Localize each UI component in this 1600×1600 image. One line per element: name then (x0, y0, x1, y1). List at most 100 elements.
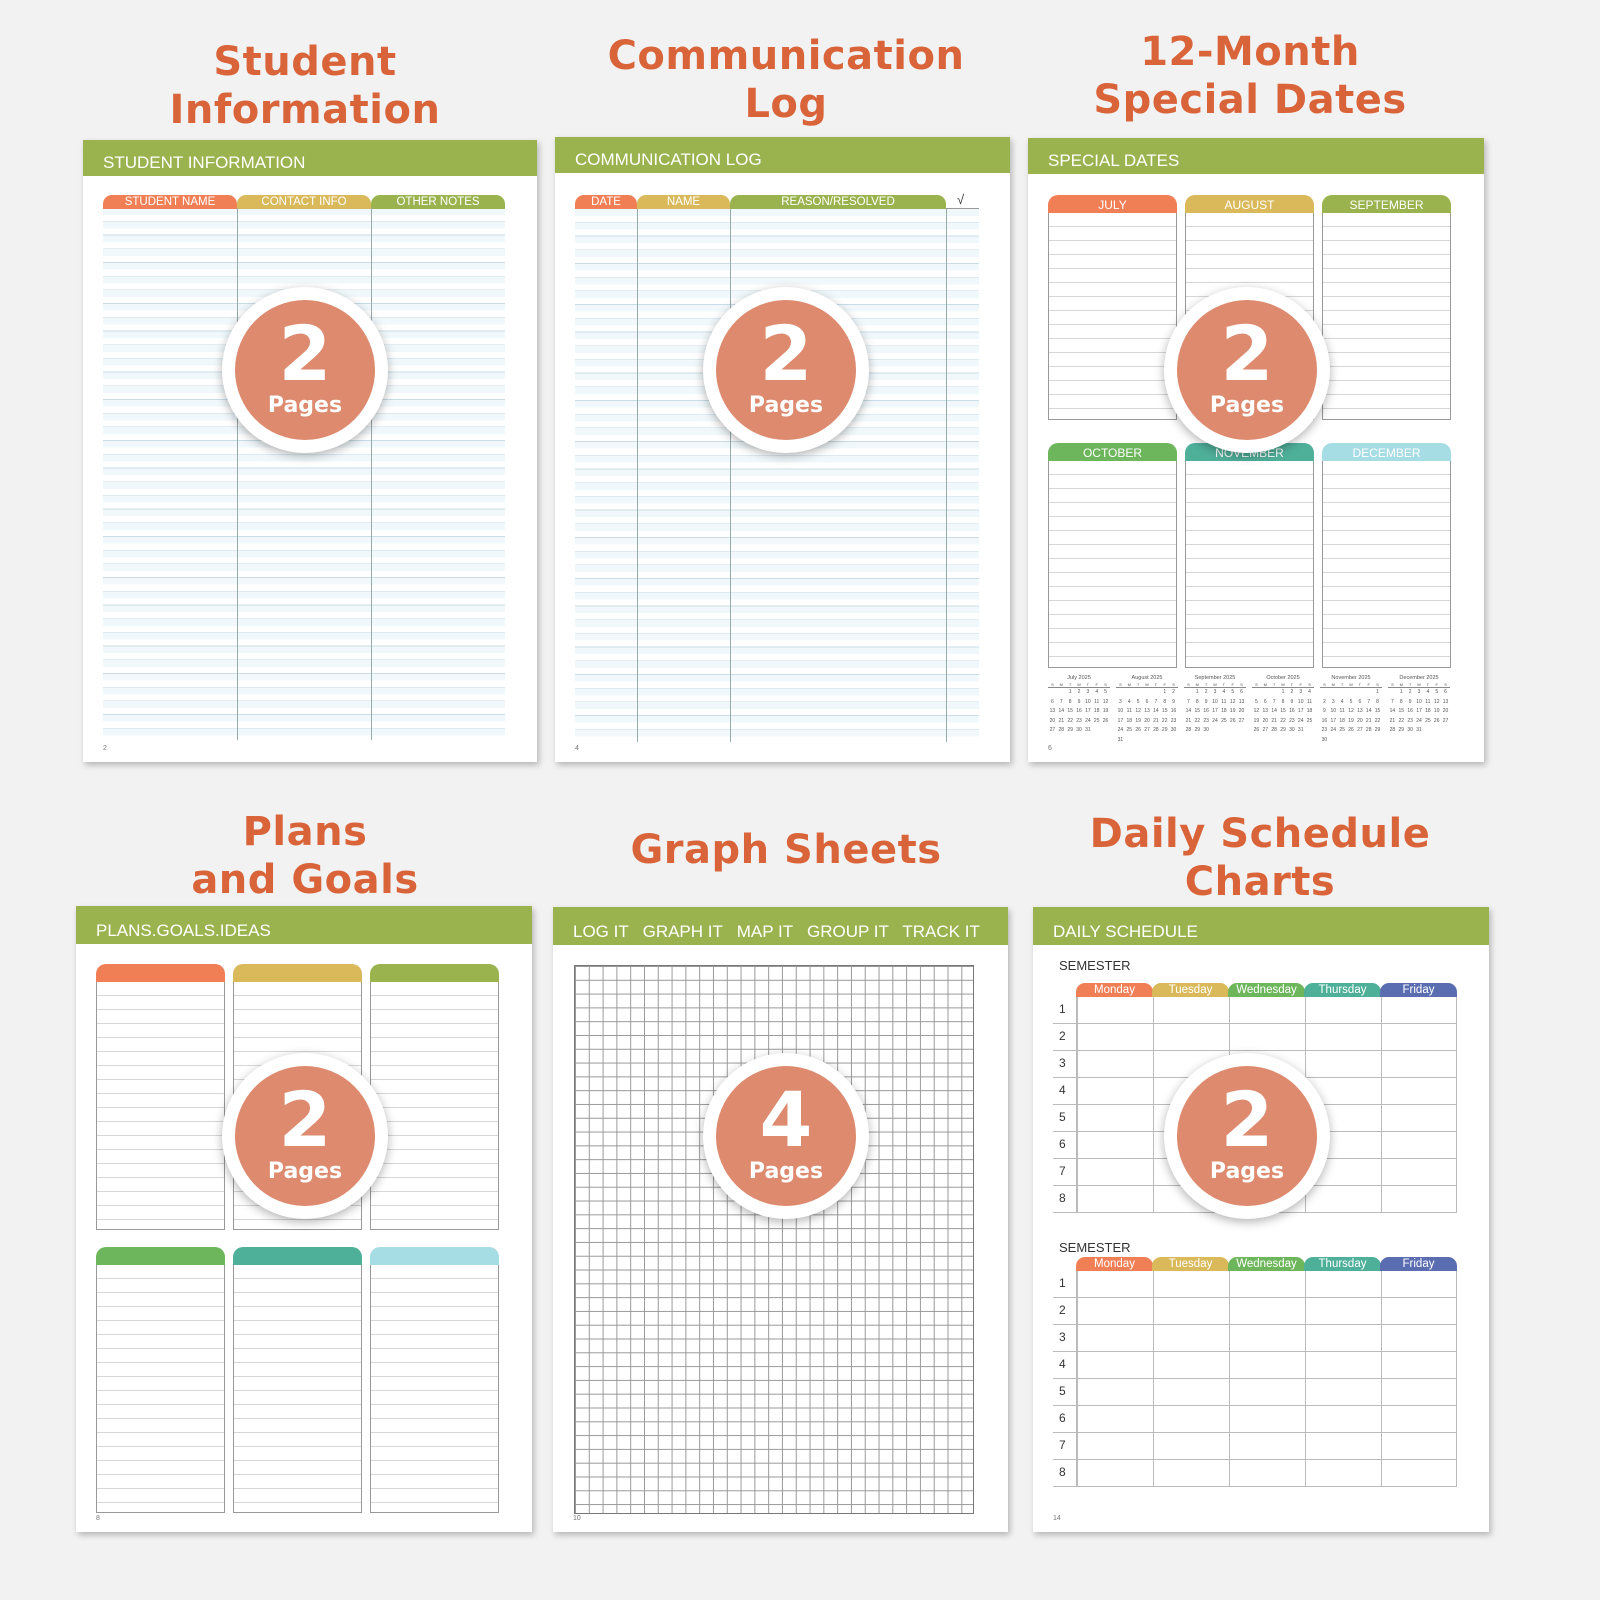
column-divider (637, 209, 638, 742)
period-number: 3 (1059, 1056, 1066, 1070)
day-number: 14 (1185, 708, 1192, 714)
column-divider (237, 208, 238, 740)
badge-circle: 2 Pages (235, 300, 375, 440)
page-preview: STUDENT INFORMATION 2 STUDENT NAME CONTACT … (83, 140, 537, 762)
day-number: 5 (1435, 689, 1439, 695)
weekday-letter: S (1104, 682, 1107, 687)
day-number: 6 (1444, 689, 1447, 695)
day-number: 6 (1358, 698, 1362, 705)
day-number: 17 (1085, 708, 1091, 714)
notes-box-tab (96, 964, 225, 982)
mini-calendar-title: October 2025 (1266, 675, 1300, 681)
badge-circle: 4 Pages (716, 1066, 856, 1206)
empty-day (1320, 688, 1329, 698)
mini-calendar: November 2025 S M T W T F S 1 2 3 4 5 6 7 8 9 10 11 12 13 14 1… (1320, 675, 1382, 745)
day-number: 7 (1391, 698, 1394, 705)
day-number: 4 (1127, 698, 1131, 705)
day-number: 25 (1425, 717, 1431, 724)
day-grid: 1 2 3 4 5 6 7 8 9 10 11 12 13 14 15 16 17 18 19 20 21 22 23 24 2… (1048, 688, 1110, 736)
day-number: 19 (1135, 717, 1141, 724)
day-number: 12 (1348, 708, 1354, 714)
page-count-badge: 2 Pages (1164, 287, 1330, 453)
weekday-letter: M (1127, 682, 1131, 687)
page-header: PLANS.GOALS.IDEAS (76, 906, 532, 944)
section-title: Graph Sheets (556, 826, 1016, 874)
notes-box (96, 1247, 225, 1513)
notes-box (233, 1247, 362, 1513)
mini-calendar: September 2025 S M T W T F S 1 2 3 4 5 6 7 8 9 10 11 12 13 14… (1184, 675, 1246, 736)
day-number: 7 (1272, 698, 1276, 705)
day-number: 5 (1104, 689, 1107, 695)
page-count-label: Pages (748, 1159, 824, 1184)
day-number: 27 (1049, 727, 1056, 733)
page-number: 2 (103, 745, 107, 752)
empty-day (1270, 688, 1279, 698)
day-number: 13 (1357, 708, 1363, 714)
page-header: DAILY SCHEDULE (1033, 907, 1489, 945)
day-number: 15 (1161, 708, 1168, 714)
period-column (1053, 1271, 1076, 1487)
day-number: 28 (1365, 727, 1372, 733)
day-number: 29 (1161, 727, 1168, 733)
day-number: 5 (1136, 698, 1140, 705)
mini-calendar-title: September 2025 (1194, 675, 1236, 681)
day-number: 18 (1339, 717, 1345, 724)
empty-day (1134, 688, 1143, 698)
empty-day (1184, 688, 1193, 698)
empty-day (1116, 688, 1125, 698)
period-number: 1 (1059, 1276, 1066, 1290)
day-number: 7 (1154, 698, 1158, 705)
day-number: 10 (1212, 698, 1218, 705)
day-number: 25 (1093, 717, 1100, 724)
page-count: 2 (1220, 309, 1274, 398)
day-number: 14 (1153, 708, 1159, 714)
weekday-letter: W (1077, 682, 1081, 687)
day-number: 24 (1416, 717, 1422, 724)
day-number: 4 (1222, 689, 1226, 695)
day-number: 29 (1067, 727, 1073, 733)
day-number: 8 (1195, 698, 1199, 705)
day-number: 6 (1263, 698, 1267, 705)
column-header: NAME (637, 195, 730, 209)
day-number: 11 (1221, 698, 1227, 705)
section-title-line: Communication (607, 33, 965, 79)
day-number: 3 (1331, 698, 1335, 705)
page-number: 14 (1053, 1515, 1061, 1522)
day-number: 15 (1067, 708, 1073, 714)
day-number: 28 (1389, 727, 1396, 733)
page-count: 4 (759, 1075, 813, 1164)
page-header: LOG IT GRAPH IT MAP IT GROUP IT TRACK IT (553, 907, 1008, 945)
day-number: 24 (1330, 727, 1337, 733)
column-header: OTHER NOTES (371, 195, 505, 209)
day-number: 30 (1321, 736, 1328, 743)
weekday-letter: M (1331, 682, 1335, 687)
day-header: Friday (1380, 983, 1457, 997)
day-number: 29 (1374, 727, 1381, 733)
section-title: 12-Month Special Dates (1020, 28, 1480, 124)
day-number: 12 (1229, 698, 1236, 705)
day-number: 10 (1416, 698, 1422, 705)
day-number: 22 (1067, 717, 1073, 724)
empty-day (1143, 688, 1152, 698)
period-number: 6 (1059, 1137, 1066, 1151)
page-count-label: Pages (1209, 393, 1285, 418)
day-number: 22 (1194, 717, 1201, 724)
month-box: OCTOBER (1048, 443, 1177, 668)
day-number: 12 (1253, 708, 1260, 714)
day-number: 7 (1367, 698, 1371, 705)
day-number: 20 (1238, 708, 1245, 714)
day-number: 8 (1376, 698, 1379, 705)
divider (946, 208, 979, 209)
day-number: 11 (1425, 698, 1431, 705)
page-count-badge: 4 Pages (703, 1053, 869, 1219)
day-number: 17 (1212, 708, 1218, 714)
day-number: 24 (1085, 717, 1091, 724)
month-box: NOVEMBER (1185, 443, 1314, 668)
section-title-line: Plans (242, 809, 368, 855)
empty-day (1355, 688, 1364, 698)
notes-box-tab (370, 1247, 499, 1265)
day-number: 9 (1172, 698, 1175, 705)
